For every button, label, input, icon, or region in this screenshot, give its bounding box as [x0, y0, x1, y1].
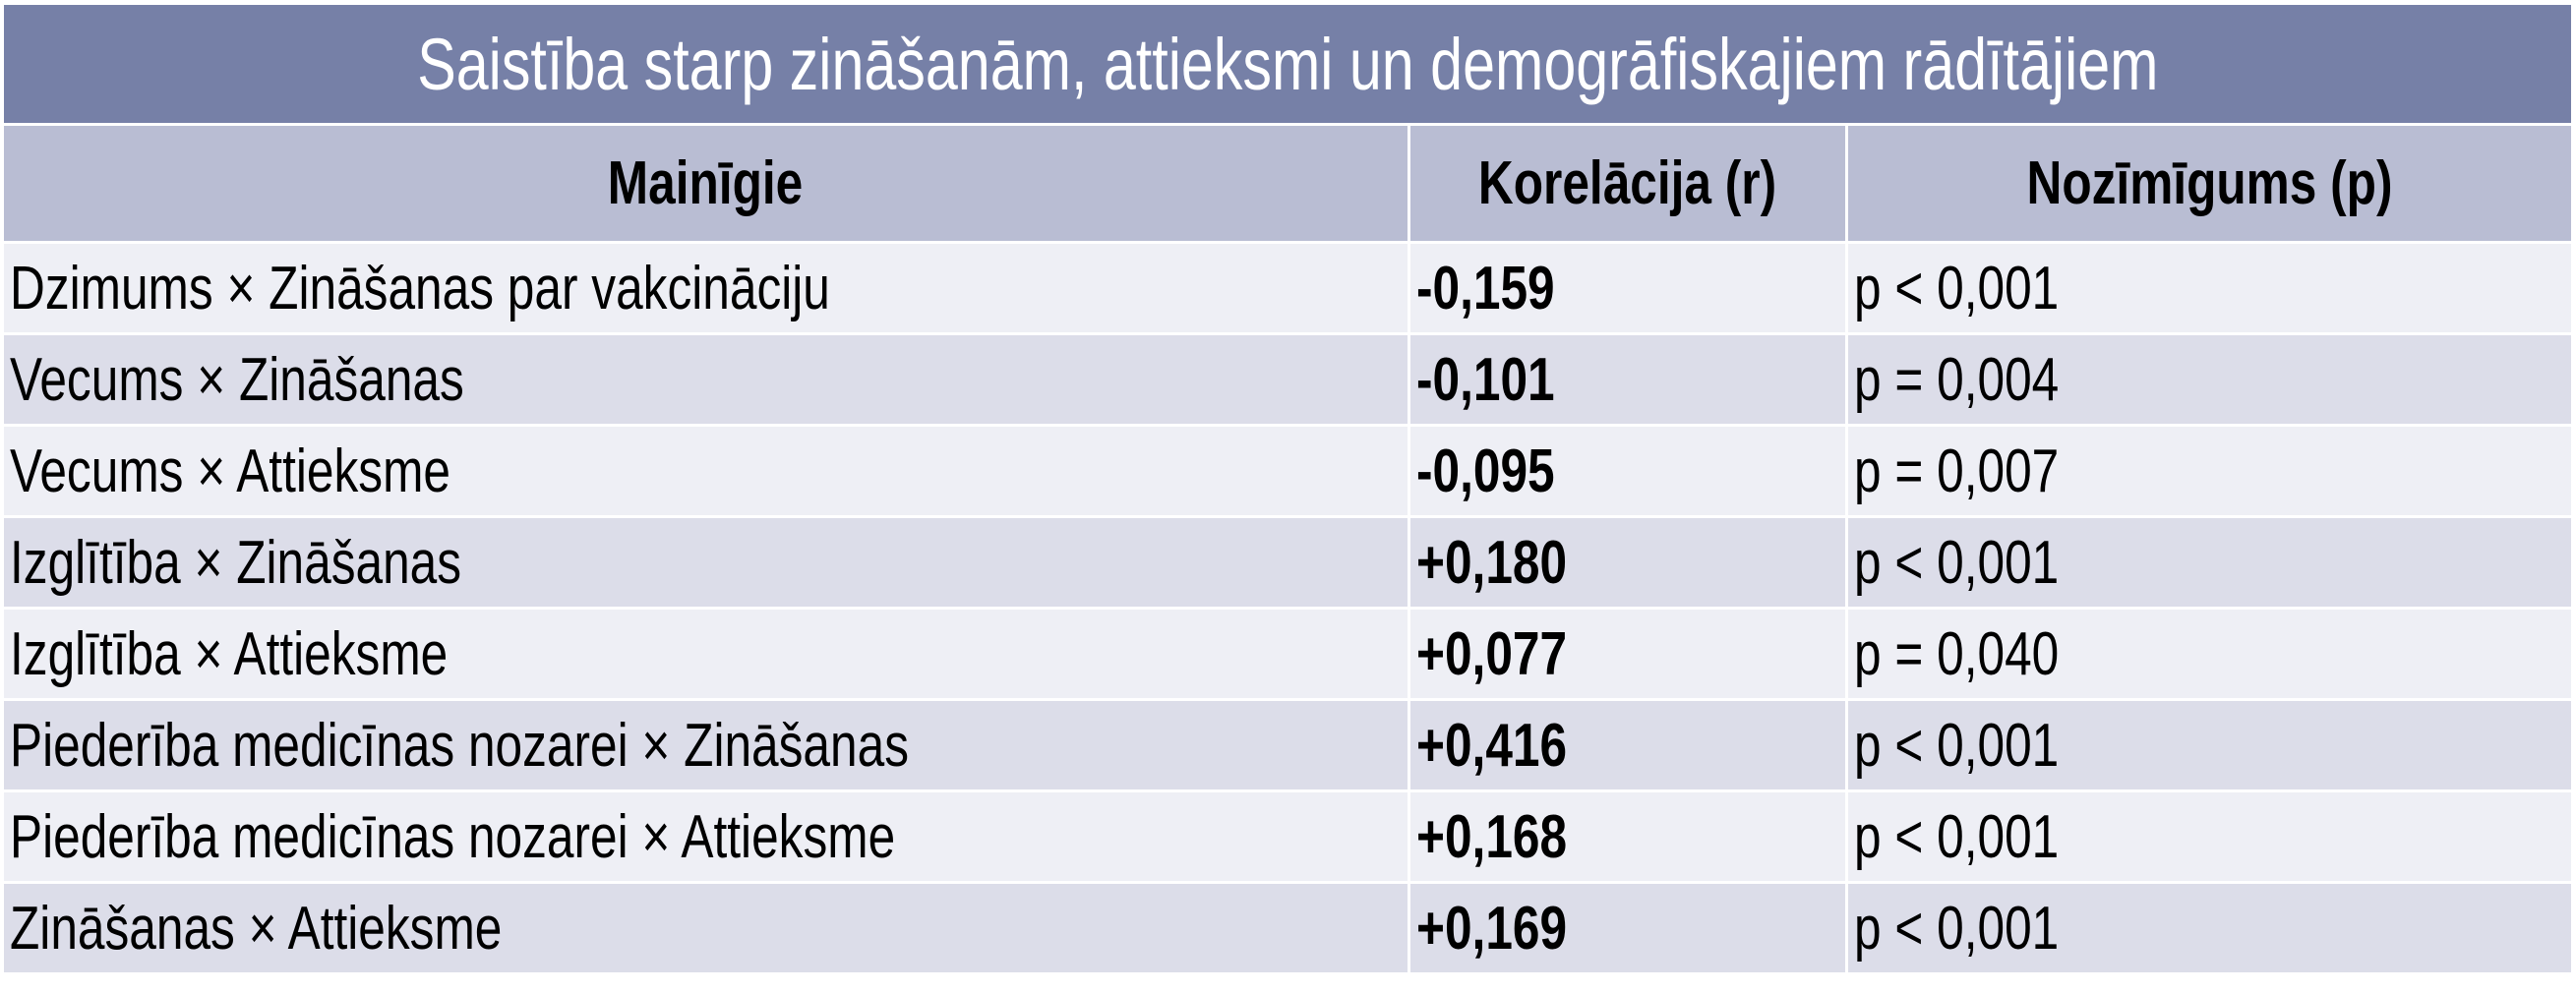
cell-text: p < 0,001 — [1854, 802, 2060, 871]
cell-text: Piederība medicīnas nozarei × Attieksme — [10, 802, 896, 871]
header-row: Mainīgie Korelācija (r) Nozīmīgums (p) — [4, 123, 2571, 241]
table: Mainīgie Korelācija (r) Nozīmīgums (p) Dzim… — [4, 123, 2571, 972]
table-cell: p < 0,001 — [1845, 884, 2571, 972]
table-row: Zināšanas × Attieksme +0,169 p < 0,001 — [4, 881, 2571, 972]
cell-text: -0,095 — [1416, 437, 1555, 505]
cell-text: p < 0,001 — [1854, 254, 2060, 322]
table-cell: Zināšanas × Attieksme — [4, 884, 1408, 972]
header-text: Nozīmīgums (p) — [2026, 149, 2393, 217]
cell-text: -0,159 — [1416, 254, 1555, 322]
cell-text: p < 0,001 — [1854, 711, 2060, 780]
table-cell: Izglītība × Attieksme — [4, 610, 1408, 698]
table-slide: Saistība starp zināšanām, attieksmi un d… — [4, 5, 2571, 972]
table-cell: p = 0,040 — [1845, 610, 2571, 698]
table-cell: p < 0,001 — [1845, 701, 2571, 789]
cell-text: Zināšanas × Attieksme — [10, 894, 503, 963]
table-cell: p = 0,004 — [1845, 335, 2571, 424]
table-cell: Izglītība × Zināšanas — [4, 518, 1408, 607]
table-cell: Dzimums × Zināšanas par vakcināciju — [4, 244, 1408, 332]
cell-text: p = 0,040 — [1854, 619, 2060, 688]
table-cell: p < 0,001 — [1845, 518, 2571, 607]
cell-text: Dzimums × Zināšanas par vakcināciju — [10, 254, 830, 322]
table-cell: p < 0,001 — [1845, 792, 2571, 881]
header-text: Mainīgie — [608, 149, 804, 217]
table-cell: +0,168 — [1408, 792, 1845, 881]
header-cell: Nozīmīgums (p) — [1845, 126, 2571, 241]
table-cell: Vecums × Zināšanas — [4, 335, 1408, 424]
table-cell: +0,077 — [1408, 610, 1845, 698]
cell-text: +0,169 — [1416, 894, 1568, 963]
header-text: Korelācija (r) — [1478, 149, 1777, 217]
table-cell: -0,101 — [1408, 335, 1845, 424]
table-cell: -0,095 — [1408, 427, 1845, 515]
table-row: Vecums × Zināšanas -0,101 p = 0,004 — [4, 332, 2571, 424]
cell-text: Vecums × Attieksme — [10, 437, 450, 505]
cell-text: p = 0,007 — [1854, 437, 2060, 505]
cell-text: Izglītība × Zināšanas — [10, 528, 462, 597]
table-row: Vecums × Attieksme -0,095 p = 0,007 — [4, 424, 2571, 515]
header-cell: Korelācija (r) — [1408, 126, 1845, 241]
cell-text: +0,180 — [1416, 528, 1568, 597]
title: Saistība starp zināšanām, attieksmi un d… — [416, 23, 2159, 105]
table-cell: Vecums × Attieksme — [4, 427, 1408, 515]
table-cell: Piederība medicīnas nozarei × Zināšanas — [4, 701, 1408, 789]
cell-text: +0,077 — [1416, 619, 1568, 688]
cell-text: p = 0,004 — [1854, 345, 2060, 414]
cell-text: Izglītība × Attieksme — [10, 619, 449, 688]
title-bar: Saistība starp zināšanām, attieksmi un d… — [4, 5, 2571, 123]
table-cell: Piederība medicīnas nozarei × Attieksme — [4, 792, 1408, 881]
header-cell: Mainīgie — [4, 126, 1408, 241]
table-cell: p < 0,001 — [1845, 244, 2571, 332]
cell-text: p < 0,001 — [1854, 894, 2060, 963]
table-cell: +0,169 — [1408, 884, 1845, 972]
table-row: Piederība medicīnas nozarei × Zināšanas +… — [4, 698, 2571, 789]
table-cell: +0,416 — [1408, 701, 1845, 789]
table-row: Izglītība × Attieksme +0,077 p = 0,040 — [4, 607, 2571, 698]
cell-text: Piederība medicīnas nozarei × Zināšanas — [10, 711, 909, 780]
table-row: Izglītība × Zināšanas +0,180 p < 0,001 — [4, 515, 2571, 607]
table-cell: +0,180 — [1408, 518, 1845, 607]
cell-text: p < 0,001 — [1854, 528, 2060, 597]
cell-text: +0,168 — [1416, 802, 1568, 871]
cell-text: Vecums × Zināšanas — [10, 345, 464, 414]
table-row: Piederība medicīnas nozarei × Attieksme +… — [4, 789, 2571, 881]
table-row: Dzimums × Zināšanas par vakcināciju -0,15… — [4, 241, 2571, 332]
table-cell: -0,159 — [1408, 244, 1845, 332]
cell-text: -0,101 — [1416, 345, 1555, 414]
table-cell: p = 0,007 — [1845, 427, 2571, 515]
cell-text: +0,416 — [1416, 711, 1568, 780]
